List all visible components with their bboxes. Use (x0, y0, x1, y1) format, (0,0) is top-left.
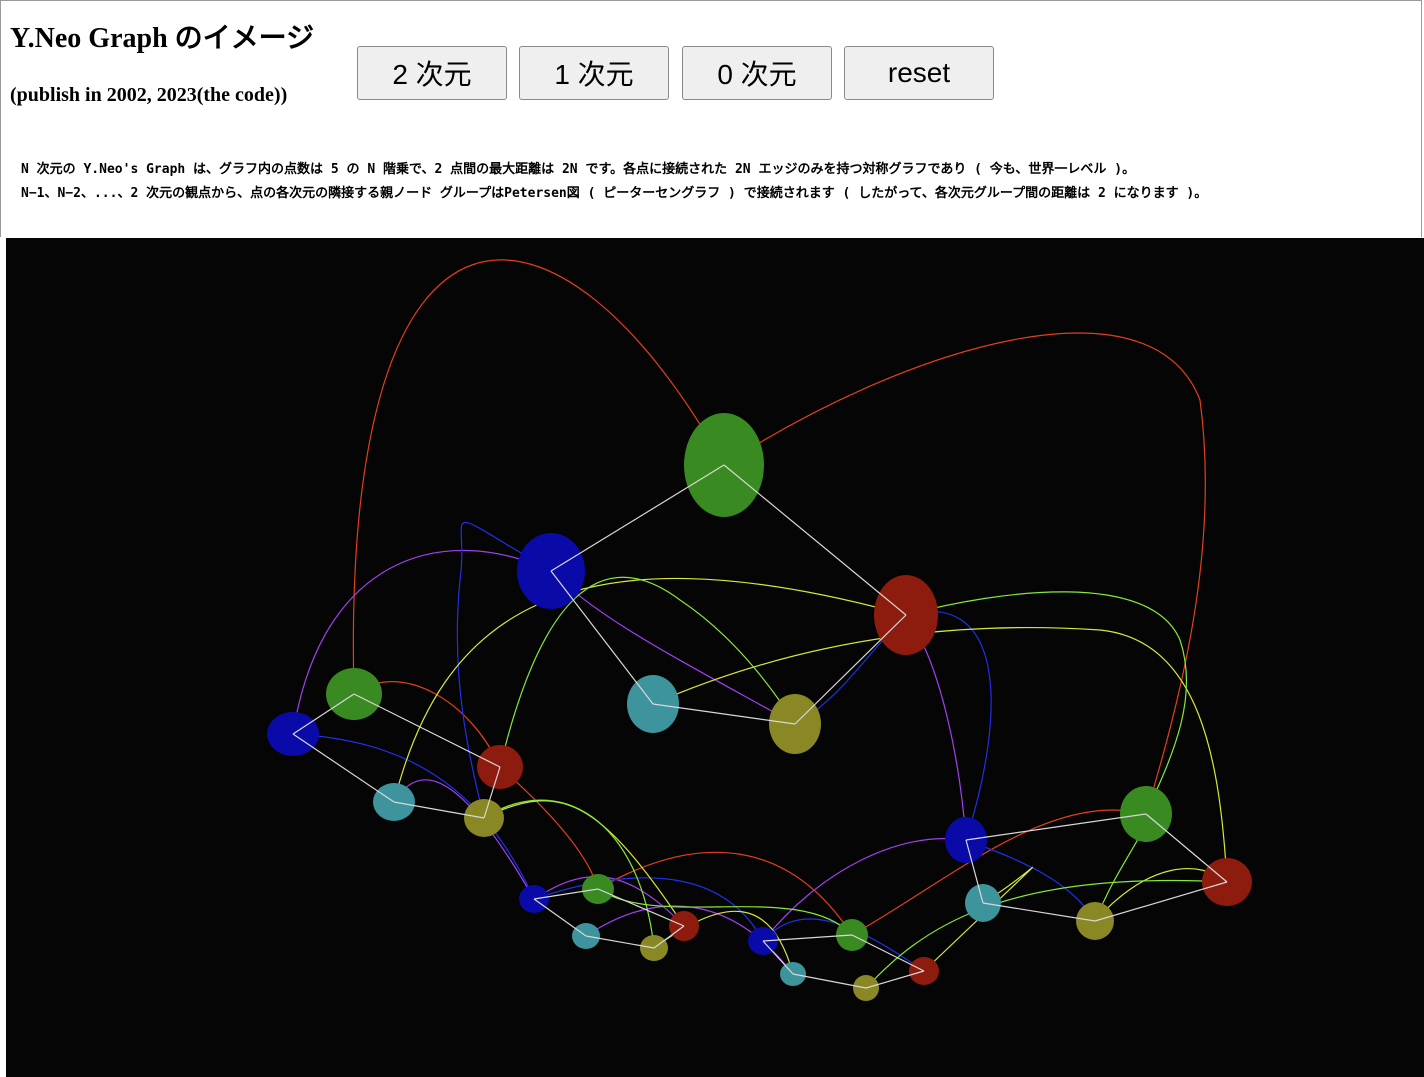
petersen-edge-3 (794, 614, 907, 725)
graph-svg[interactable] (6, 238, 1424, 1077)
petersen-edge-7 (292, 733, 395, 803)
petersen-edge-23 (865, 970, 925, 989)
description-line-1: N 次元の Y.Neo's Graph は、グラフ内の点数は 5 の N 階乗で… (21, 162, 1136, 177)
arc-edge-14 (292, 733, 535, 900)
petersen-edge-13 (1094, 881, 1228, 922)
arc-edge-22 (483, 800, 685, 927)
arc-edge-0 (352, 259, 725, 695)
graph-canvas[interactable] (6, 238, 1424, 1077)
arc-edge-21 (652, 627, 1228, 883)
petersen-edge-18 (653, 925, 685, 949)
page-title: Y.Neo Graph のイメージ (10, 23, 315, 54)
petersen-edge-19 (585, 935, 655, 949)
description-line-2: N−1、N−2、...、2 次元の観点から、点の各次元の隣接する親ノード グルー… (21, 186, 1208, 201)
petersen-edge-16 (597, 888, 685, 927)
reset-button[interactable]: reset (844, 46, 994, 100)
arc-edge-17 (533, 877, 764, 942)
petersen-edge-22 (762, 940, 794, 975)
arc-edge-19 (762, 918, 925, 972)
arc-edge-26 (499, 576, 796, 768)
description: N 次元の Y.Neo's Graph は、グラフ内の点数は 5 の N 階乗で… (21, 158, 1416, 206)
page-subtitle: (publish in 2002, 2023(the code)) (10, 84, 288, 106)
arc-edge-4 (597, 851, 853, 936)
petersen-edge-21 (851, 934, 925, 972)
canvas-background (6, 238, 1424, 1077)
petersen-edge-10 (965, 813, 1147, 841)
header-panel (0, 0, 1422, 237)
dimension-2-button[interactable]: 2 次元 (357, 46, 507, 100)
arc-edge-1 (723, 332, 1206, 815)
petersen-edge-6 (353, 693, 501, 768)
petersen-edge-20 (762, 934, 853, 942)
petersen-edge-5 (292, 693, 355, 735)
petersen-edge-12 (965, 839, 984, 904)
petersen-edge-24 (792, 973, 867, 989)
petersen-edge-8 (483, 766, 501, 819)
petersen-edge-14 (982, 902, 1096, 922)
petersen-edge-9 (393, 801, 485, 819)
arc-edge-15 (905, 610, 992, 841)
arc-edge-27 (905, 591, 1188, 815)
petersen-edge-15 (533, 888, 599, 900)
petersen-edges (292, 464, 1228, 989)
arc-edge-28 (483, 799, 655, 949)
arc-edge-13 (456, 521, 552, 819)
arc-edge-11 (762, 837, 967, 942)
petersen-edge-0 (550, 464, 725, 572)
petersen-edge-1 (723, 464, 907, 616)
petersen-edge-2 (550, 570, 654, 705)
petersen-edge-17 (533, 898, 587, 937)
arc-edge-6 (292, 549, 552, 735)
petersen-edge-4 (652, 703, 796, 725)
arc-edge-5 (851, 809, 1147, 936)
dimension-0-button[interactable]: 0 次元 (682, 46, 832, 100)
dimension-1-button[interactable]: 1 次元 (519, 46, 669, 100)
petersen-edge-11 (1145, 813, 1228, 883)
